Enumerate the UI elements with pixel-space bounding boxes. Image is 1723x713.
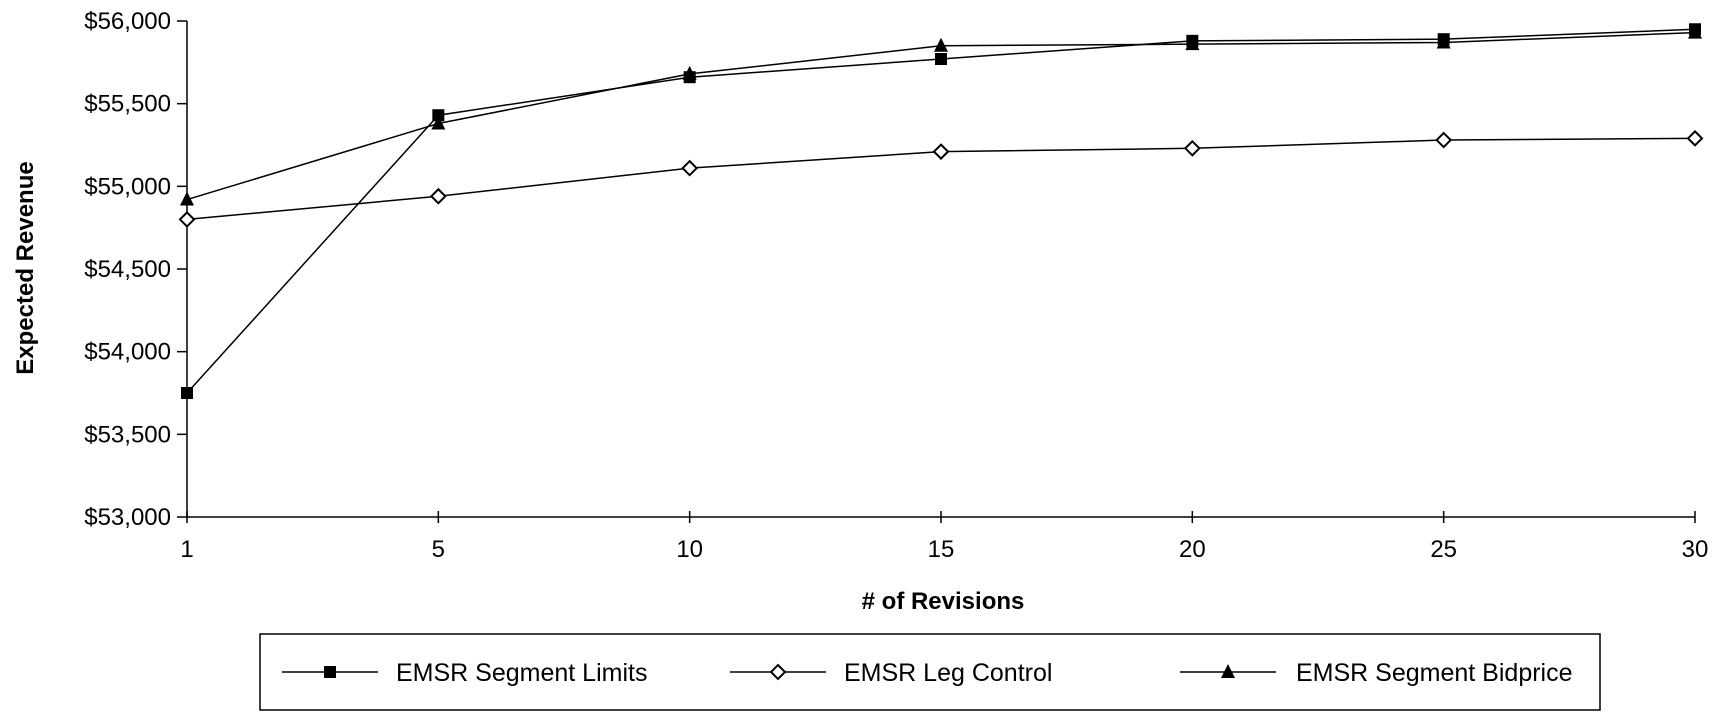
series-1 [181,23,1701,399]
y-tick-label: $54,500 [84,256,171,283]
legend-entry: EMSR Leg Control [730,659,1052,687]
y-tick-label: $55,500 [84,91,171,118]
data-point [1688,24,1702,39]
legend-entry: EMSR Segment Bidprice [1180,659,1573,687]
legend-label: EMSR Leg Control [844,659,1052,687]
x-tick-label: 20 [1179,536,1206,563]
data-point [932,143,950,161]
x-tick-label: 10 [676,536,703,563]
data-point [682,65,697,80]
data-point [1436,34,1451,49]
data-point [432,109,445,122]
legend-box [259,633,1601,711]
y-tick-label: $54,000 [84,339,171,366]
x-axis: 1 5 10 15 20 25 30 [180,511,1708,563]
y-axis: $53,000 $53,500 $54,000 $54,500 $55,000 $55,5… [84,8,188,531]
data-point [1183,139,1201,157]
legend-marker [769,663,787,681]
x-tick-label: 30 [1682,536,1709,563]
y-tick-label: $55,000 [84,173,171,200]
legend-marker [324,666,336,678]
legend-entry: EMSR Segment Limits [282,659,647,687]
data-point [935,53,947,66]
series-line [186,28,1696,394]
x-axis-title: # of Revisions [862,588,1025,615]
data-point [429,187,447,205]
series-2 [178,129,1704,228]
data-point [178,210,196,228]
x-tick-label: 5 [432,536,445,563]
series-layer [178,23,1704,399]
data-point [1686,129,1704,147]
series-3 [180,24,1702,206]
data-point [180,191,194,206]
legend-label: EMSR Segment Bidprice [1296,659,1573,687]
y-tick-label: $53,000 [84,504,171,531]
x-tick-label: 25 [1430,536,1457,563]
legend-marker [1221,664,1235,678]
data-point [1185,36,1200,51]
data-point [181,387,193,399]
y-tick-label: $56,000 [84,8,171,35]
y-tick-label: $53,500 [84,421,171,448]
y-axis-title: Expected Revenue [12,161,39,374]
x-tick-label: 15 [928,536,955,563]
legend-label: EMSR Segment Limits [396,659,647,687]
x-tick-label: 1 [180,536,193,563]
data-point [431,115,446,130]
data-point [934,37,948,52]
data-point [681,159,699,177]
data-point [1435,131,1453,149]
legend: EMSR Segment Limits EMSR Leg Control EMSR … [259,633,1601,711]
